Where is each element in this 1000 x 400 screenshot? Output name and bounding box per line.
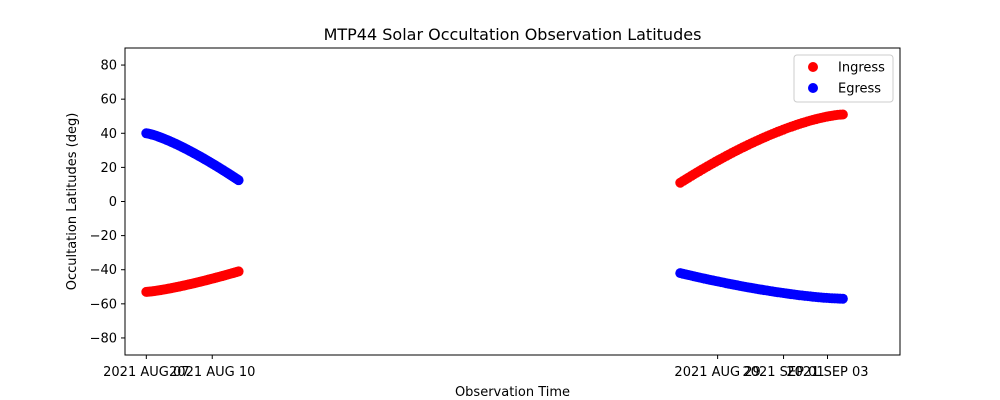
y-tick-label: −60 xyxy=(90,297,117,312)
egress-point xyxy=(233,175,244,186)
legend-box xyxy=(793,54,894,103)
y-tick-label: −20 xyxy=(90,229,117,244)
x-tick-label: 2021 AUG 07 xyxy=(103,365,189,380)
y-axis-title: Occultation Latitudes (deg) xyxy=(65,113,80,291)
ingress-point xyxy=(233,266,244,277)
y-tick-label: 80 xyxy=(100,59,117,74)
y-axis: −80 −60 −40 −20 0 20 40 60 80 xyxy=(90,59,125,346)
legend-marker-ingress xyxy=(808,62,818,72)
y-tick-label: −80 xyxy=(90,331,117,346)
x-axis-title: Observation Time xyxy=(455,385,570,400)
legend: Ingress Egress xyxy=(793,54,894,103)
y-tick-label: 0 xyxy=(109,195,117,210)
chart-title: MTP44 Solar Occultation Observation Lati… xyxy=(324,25,702,44)
y-tick-label: 20 xyxy=(100,161,117,176)
data-points xyxy=(141,109,848,304)
ingress-point xyxy=(837,109,848,120)
legend-label-ingress: Ingress xyxy=(838,61,885,76)
x-tick-label: 2021 SEP 03 xyxy=(786,365,868,380)
legend-label-egress: Egress xyxy=(838,82,881,97)
x-tick-label: 2021 SEP 01 xyxy=(742,365,824,380)
legend-marker-egress xyxy=(808,83,818,93)
y-tick-label: −40 xyxy=(90,263,117,278)
y-tick-label: 60 xyxy=(100,93,117,108)
egress-point xyxy=(837,293,848,304)
y-tick-label: 40 xyxy=(100,127,117,142)
x-tick-label: 2021 AUG 10 xyxy=(169,365,255,380)
x-tick-label: 2021 AUG 29 xyxy=(674,365,760,380)
